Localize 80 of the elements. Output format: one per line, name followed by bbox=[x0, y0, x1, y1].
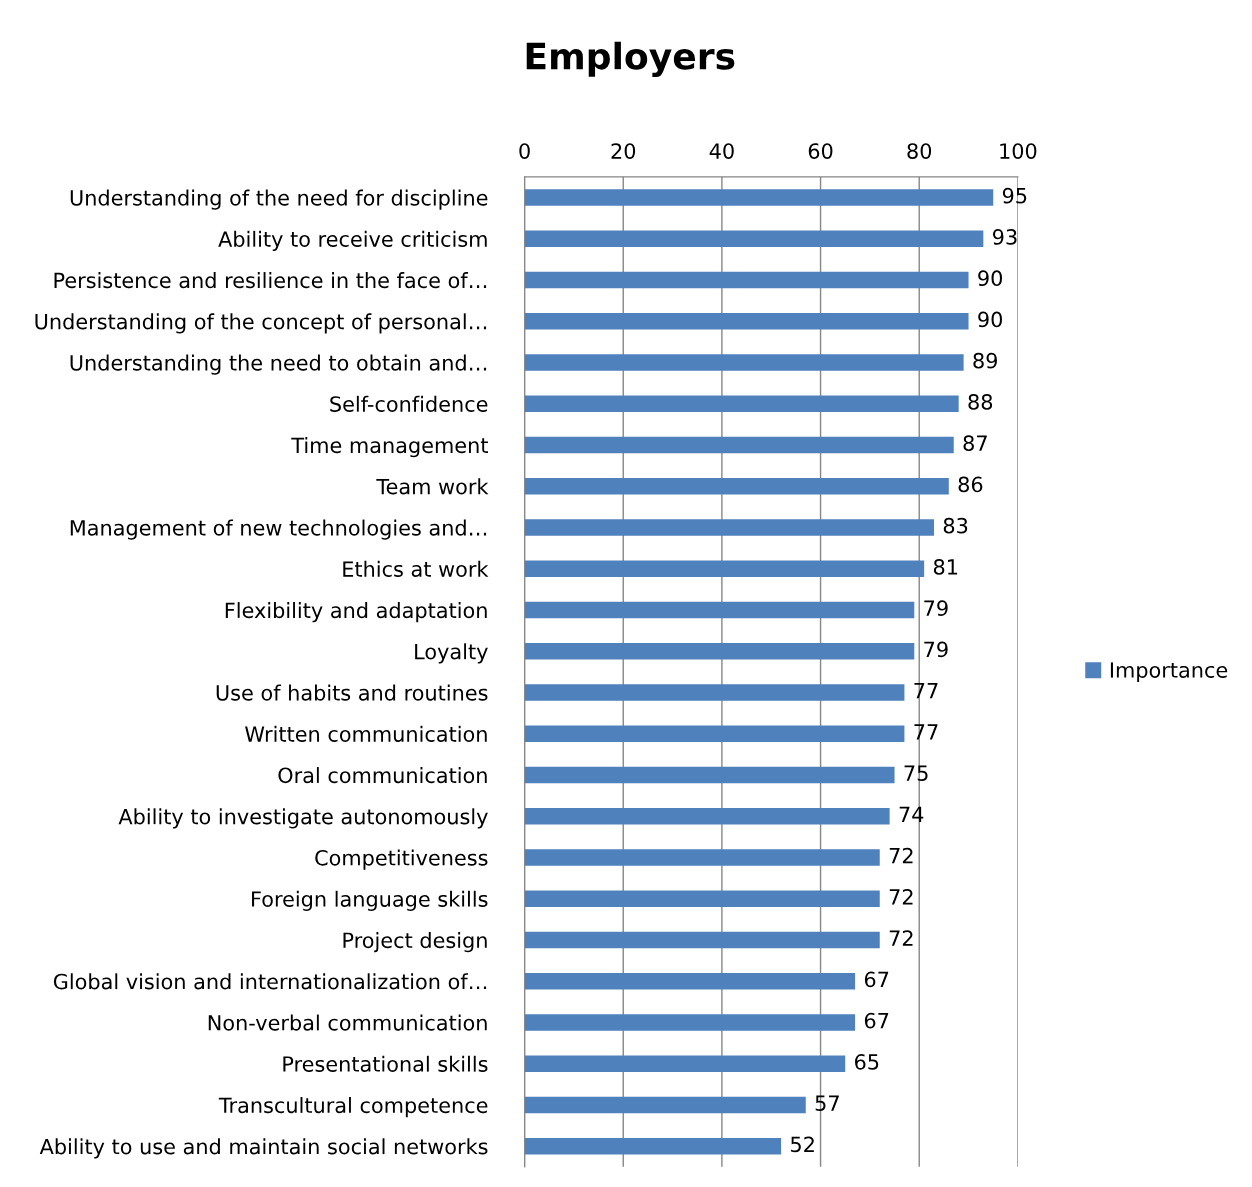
data-label: 75 bbox=[904, 765, 928, 782]
bar bbox=[524, 725, 905, 742]
bar bbox=[524, 601, 915, 619]
bar bbox=[524, 849, 880, 866]
y-tick-label: Ability to investigate autonomously bbox=[118, 808, 488, 829]
bar bbox=[524, 189, 994, 206]
y-tick-label: Transcultural competence bbox=[218, 1097, 488, 1118]
legend-label: Importance bbox=[1110, 662, 1228, 682]
y-tick-label: Global vision and internationalization of… bbox=[53, 973, 487, 990]
y-tick-label: Persistence and resilience in the face of… bbox=[54, 272, 487, 289]
bar bbox=[524, 972, 856, 990]
data-label: 93 bbox=[992, 229, 1017, 245]
bar bbox=[524, 395, 959, 412]
data-label: 65 bbox=[855, 1053, 879, 1070]
bar bbox=[524, 436, 954, 454]
y-tick-label: Understanding of the need for discipline bbox=[70, 189, 488, 210]
y-tick-label: Use of habits and routines bbox=[216, 684, 488, 701]
data-label: 67 bbox=[864, 971, 889, 988]
data-label: 90 bbox=[978, 270, 1003, 287]
data-label: 79 bbox=[924, 641, 948, 658]
y-tick-label: Ethics at work bbox=[343, 560, 489, 577]
data-label: 52 bbox=[791, 1136, 814, 1153]
data-label: 77 bbox=[914, 724, 938, 740]
bar bbox=[524, 1014, 856, 1031]
data-label: 87 bbox=[963, 435, 987, 452]
x-tick-label: 0 bbox=[519, 143, 530, 159]
y-tick-label: Management of new technologies and… bbox=[70, 519, 487, 540]
y-tick-label: Project design bbox=[343, 932, 487, 953]
x-tick-label: 80 bbox=[907, 143, 932, 159]
bar bbox=[524, 1137, 782, 1155]
x-tick-label: 60 bbox=[808, 143, 833, 159]
x-tick-label: 100 bbox=[1000, 143, 1037, 159]
y-tick-label: Understanding the need to obtain and… bbox=[70, 354, 487, 375]
bar bbox=[524, 931, 880, 949]
y-tick-label: Team work bbox=[376, 478, 489, 495]
bar bbox=[524, 271, 969, 289]
chart-title: Employers bbox=[526, 41, 735, 77]
bar bbox=[524, 642, 915, 660]
y-tick-label: Flexibility and adaptation bbox=[225, 602, 487, 623]
data-label: 89 bbox=[973, 352, 997, 369]
x-tick-label: 40 bbox=[709, 143, 734, 159]
bar bbox=[524, 519, 935, 536]
data-label: 72 bbox=[889, 930, 913, 946]
bar bbox=[524, 890, 880, 907]
data-label: 88 bbox=[968, 394, 993, 410]
data-label: 90 bbox=[978, 311, 1003, 328]
y-tick-label: Ability to receive criticism bbox=[218, 230, 487, 251]
y-tick-label: Loyalty bbox=[415, 643, 488, 664]
bar bbox=[524, 766, 895, 784]
y-tick-label: Written communication bbox=[245, 725, 487, 742]
y-tick-label: Time management bbox=[291, 437, 488, 458]
y-tick-label: Oral communication bbox=[278, 767, 487, 784]
bar bbox=[524, 1096, 806, 1114]
y-tick-label: Understanding of the concept of personal… bbox=[35, 313, 487, 334]
bar bbox=[524, 354, 964, 371]
data-label: 81 bbox=[933, 559, 958, 575]
bar bbox=[524, 807, 890, 825]
y-tick-label: Non-verbal communication bbox=[208, 1014, 487, 1031]
data-label: 86 bbox=[958, 476, 983, 493]
data-label: 95 bbox=[1002, 187, 1027, 204]
y-tick-label: Self-confidence bbox=[330, 395, 488, 412]
bar bbox=[524, 684, 905, 701]
y-tick-label: Presentational skills bbox=[283, 1055, 488, 1072]
data-label: 67 bbox=[864, 1012, 889, 1029]
bar bbox=[524, 1055, 846, 1072]
bar bbox=[524, 477, 949, 495]
y-tick-label: Foreign language skills bbox=[252, 890, 488, 911]
x-tick-label: 20 bbox=[611, 143, 636, 159]
data-label: 57 bbox=[815, 1095, 839, 1111]
bar bbox=[524, 560, 925, 577]
bar bbox=[524, 312, 969, 330]
y-tick-label: Competitiveness bbox=[315, 849, 488, 870]
data-label: 79 bbox=[924, 600, 948, 617]
bar bbox=[524, 230, 984, 247]
data-label: 74 bbox=[899, 806, 924, 822]
data-label: 77 bbox=[914, 683, 938, 699]
data-label: 72 bbox=[889, 847, 913, 864]
data-label: 72 bbox=[889, 888, 913, 905]
data-label: 83 bbox=[943, 517, 968, 534]
y-tick-label: Ability to use and maintain social networks bbox=[39, 1138, 488, 1159]
